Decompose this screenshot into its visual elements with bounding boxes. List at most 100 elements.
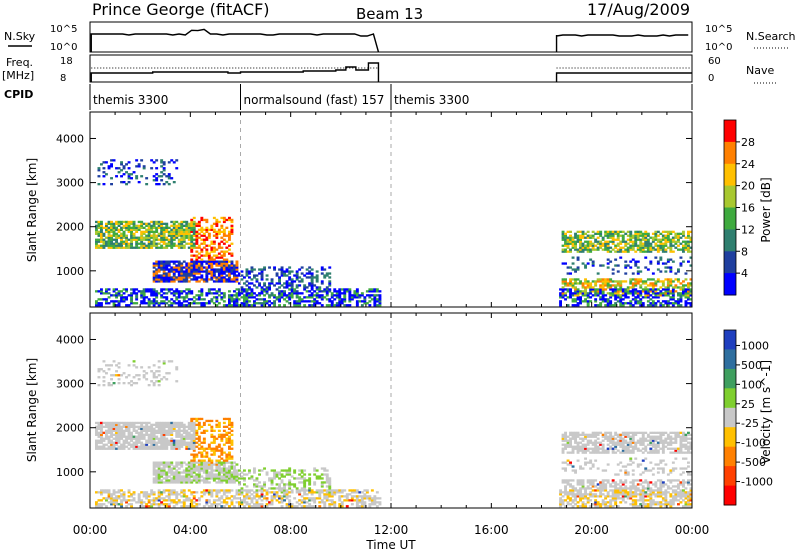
heatmap-cell bbox=[210, 262, 214, 265]
heatmap-cell bbox=[142, 505, 146, 508]
heatmap-cell bbox=[110, 445, 113, 448]
heatmap-cell bbox=[102, 437, 106, 440]
heatmap-cell bbox=[147, 505, 151, 508]
heatmap-cell bbox=[574, 469, 577, 472]
heatmap-cell bbox=[195, 491, 199, 494]
heatmap-cell bbox=[235, 493, 239, 496]
heatmap-cell bbox=[170, 461, 174, 464]
heatmap-cell bbox=[210, 433, 214, 436]
heatmap-cell bbox=[295, 276, 299, 279]
heatmap-cell bbox=[172, 441, 176, 444]
heatmap-cell bbox=[202, 463, 206, 466]
heatmap-cell bbox=[127, 421, 131, 425]
heatmap-cell bbox=[160, 479, 164, 482]
heatmap-cell bbox=[117, 290, 121, 293]
heatmap-cell bbox=[338, 495, 342, 498]
heatmap-cell bbox=[611, 493, 615, 496]
heatmap-cell bbox=[220, 270, 224, 273]
heatmap-cell bbox=[117, 236, 121, 239]
heatmap-cell bbox=[245, 292, 249, 295]
heatmap-cell bbox=[601, 451, 605, 454]
heatmap-cell bbox=[162, 238, 166, 241]
heatmap-cell bbox=[594, 240, 598, 243]
heatmap-cell bbox=[626, 230, 630, 233]
heatmap-cell bbox=[230, 425, 234, 428]
heatmap-cell bbox=[162, 423, 166, 426]
heatmap-cell bbox=[110, 427, 113, 430]
heatmap-cell bbox=[228, 260, 231, 263]
heatmap-cell bbox=[308, 304, 312, 307]
heatmap-cell bbox=[120, 503, 123, 506]
heatmap-cell bbox=[190, 421, 194, 425]
heatmap-cell bbox=[155, 423, 159, 426]
heatmap-cell bbox=[581, 501, 585, 504]
heatmap-cell bbox=[95, 244, 98, 247]
heatmap-cell bbox=[604, 242, 608, 245]
heatmap-cell bbox=[102, 183, 106, 186]
heatmap-cell bbox=[167, 242, 171, 245]
velocity-heatmap-cells bbox=[95, 360, 693, 508]
heatmap-cell bbox=[117, 228, 121, 231]
heatmap-cell bbox=[561, 479, 565, 482]
heatmap-cell bbox=[283, 483, 286, 486]
heatmap-cell bbox=[95, 300, 98, 303]
heatmap-cell bbox=[152, 423, 156, 426]
heatmap-cell bbox=[609, 435, 613, 438]
heatmap-cell bbox=[591, 441, 595, 444]
heatmap-cell bbox=[265, 300, 269, 303]
heatmap-cell bbox=[253, 268, 256, 271]
heatmap-cell bbox=[569, 250, 572, 253]
heatmap-cell bbox=[233, 473, 236, 476]
heatmap-cell bbox=[601, 479, 605, 482]
heatmap-cell bbox=[594, 284, 598, 287]
heatmap-cell bbox=[687, 288, 690, 291]
heatmap-cell bbox=[137, 238, 141, 241]
heatmap-cell bbox=[185, 222, 189, 225]
heatmap-cell bbox=[295, 304, 299, 307]
heatmap-cell bbox=[130, 495, 133, 498]
heatmap-cell bbox=[147, 445, 151, 448]
heatmap-cell bbox=[273, 296, 276, 299]
heatmap-cell bbox=[273, 475, 276, 478]
heatmap-cell bbox=[180, 242, 184, 245]
heatmap-cell bbox=[112, 222, 116, 225]
heatmap-cell bbox=[122, 443, 126, 446]
heatmap-cell bbox=[280, 473, 284, 476]
heatmap-cell bbox=[285, 469, 289, 472]
heatmap-cell bbox=[559, 499, 562, 502]
heatmap-cell bbox=[654, 296, 658, 299]
heatmap-cell bbox=[566, 242, 570, 245]
heatmap-cell bbox=[180, 304, 184, 307]
heatmap-cell bbox=[162, 260, 166, 263]
heatmap-cell bbox=[689, 250, 693, 253]
heatmap-cell bbox=[574, 437, 577, 440]
heatmap-cell bbox=[604, 449, 608, 452]
heatmap-cell bbox=[305, 497, 309, 500]
heatmap-cell bbox=[167, 264, 171, 267]
heatmap-cell bbox=[687, 244, 690, 247]
heatmap-cell bbox=[579, 300, 582, 303]
heatmap-cell bbox=[644, 280, 648, 283]
heatmap-cell bbox=[110, 433, 113, 436]
heatmap-cell bbox=[315, 296, 319, 299]
heatmap-cell bbox=[200, 260, 204, 263]
heatmap-cell bbox=[130, 302, 133, 305]
heatmap-cell bbox=[666, 300, 670, 303]
heatmap-cell bbox=[564, 493, 567, 496]
heatmap-cell bbox=[130, 431, 133, 434]
heatmap-cell bbox=[255, 489, 259, 492]
heatmap-cell bbox=[160, 234, 164, 237]
heatmap-cell bbox=[162, 228, 166, 231]
heatmap-cell bbox=[303, 497, 307, 500]
heatmap-cell bbox=[202, 218, 206, 222]
heatmap-cell bbox=[238, 290, 241, 293]
heatmap-cell bbox=[160, 260, 164, 263]
heatmap-cell bbox=[258, 485, 261, 488]
heatmap-cell bbox=[586, 304, 590, 307]
heatmap-cell bbox=[579, 465, 582, 468]
heatmap-cell bbox=[202, 441, 206, 444]
beam-title: Beam 13 bbox=[356, 5, 423, 23]
heatmap-cell bbox=[220, 230, 224, 233]
heatmap-cell bbox=[105, 300, 108, 303]
heatmap-cell bbox=[157, 220, 161, 224]
